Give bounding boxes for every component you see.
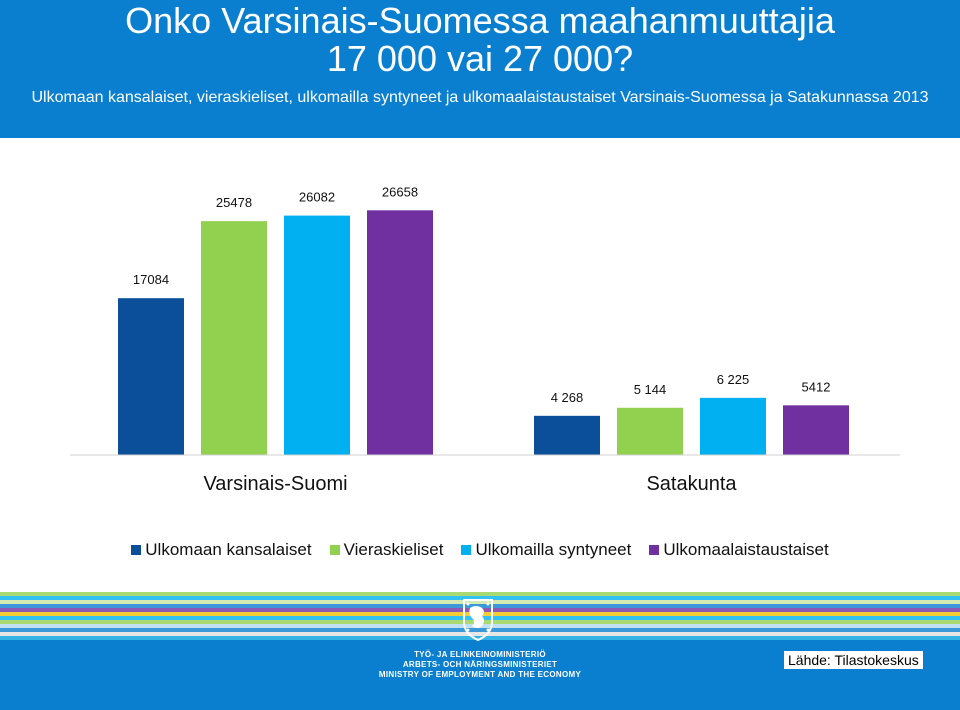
header-banner: Onko Varsinais-Suomessa maahanmuuttajia … xyxy=(0,0,960,138)
stripe xyxy=(0,628,960,632)
bar-1-2 xyxy=(700,397,766,455)
stripe xyxy=(0,592,960,596)
data-label-1-2: 6 225 xyxy=(717,372,750,387)
bar-0-0 xyxy=(118,298,184,455)
page-title: Onko Varsinais-Suomessa maahanmuuttajia … xyxy=(0,2,960,78)
legend-swatch-0 xyxy=(131,545,142,555)
bar-0-3 xyxy=(367,210,433,455)
data-label-0-0: 17084 xyxy=(133,272,169,287)
source-note: Lähde: Tilastokeskus xyxy=(784,651,923,669)
bar-0-2 xyxy=(284,215,350,455)
legend-label-0: Ulkomaan kansalaiset xyxy=(145,540,312,559)
legend-label-1: Vieraskieliset xyxy=(343,540,444,559)
bar-1-3 xyxy=(783,405,849,455)
legend-swatch-1 xyxy=(329,545,340,555)
title-line-1: Onko Varsinais-Suomessa maahanmuuttajia xyxy=(125,0,835,41)
legend-item-3: Ulkomaalaistaustaiset xyxy=(649,540,829,560)
title-line-2: 17 000 vai 27 000? xyxy=(326,38,634,79)
category-labels-layer: Varsinais-Suomi Satakunta xyxy=(203,473,737,495)
bars-layer xyxy=(118,210,849,455)
stripe xyxy=(0,604,960,608)
stripe xyxy=(0,596,960,600)
bar-1-1 xyxy=(617,407,683,455)
bar-1-0 xyxy=(534,415,600,455)
ministry-name-sv: ARBETS- OCH NÄRINGSMINISTERIET xyxy=(402,660,558,669)
bar-0-1 xyxy=(201,221,267,455)
chart-legend: Ulkomaan kansalaiset Vieraskieliset Ulkoma… xyxy=(0,540,960,560)
data-labels-layer: 17084 25478 26082 26658 4 268 5 144 6 225 5412 xyxy=(133,184,831,405)
category-label-0: Varsinais-Suomi xyxy=(203,473,347,495)
legend-item-1: Vieraskieliset xyxy=(329,540,444,560)
data-label-1-0: 4 268 xyxy=(551,390,584,405)
legend-swatch-2 xyxy=(461,545,472,555)
data-label-1-3: 5412 xyxy=(802,379,831,394)
data-label-0-3: 26658 xyxy=(382,184,418,199)
stripe xyxy=(0,632,960,636)
data-label-0-2: 26082 xyxy=(299,190,335,205)
ministry-name-en: MINISTRY OF EMPLOYMENT AND THE ECONOMY xyxy=(378,670,582,679)
legend-label-3: Ulkomaalaistaustaiset xyxy=(663,540,829,559)
ministry-name-fi: TYÖ- JA ELINKEINOMINISTERIÖ xyxy=(414,650,546,659)
legend-item-2: Ulkomailla syntyneet xyxy=(461,540,631,560)
data-label-1-1: 5 144 xyxy=(634,382,667,397)
stripe xyxy=(0,600,960,604)
legend-item-0: Ulkomaan kansalaiset xyxy=(131,540,312,560)
finnish-lion-crest-icon xyxy=(463,599,493,642)
legend-swatch-3 xyxy=(649,545,660,555)
legend-label-2: Ulkomailla syntyneet xyxy=(475,540,632,559)
category-label-1: Satakunta xyxy=(646,473,737,495)
page-subtitle: Ulkomaan kansalaiset, vieraskieliset, ul… xyxy=(31,89,929,106)
data-label-0-1: 25478 xyxy=(216,195,252,210)
ministry-logo-text: TYÖ- JA ELINKEINOMINISTERIÖ ARBETS- OCH … xyxy=(340,650,620,680)
